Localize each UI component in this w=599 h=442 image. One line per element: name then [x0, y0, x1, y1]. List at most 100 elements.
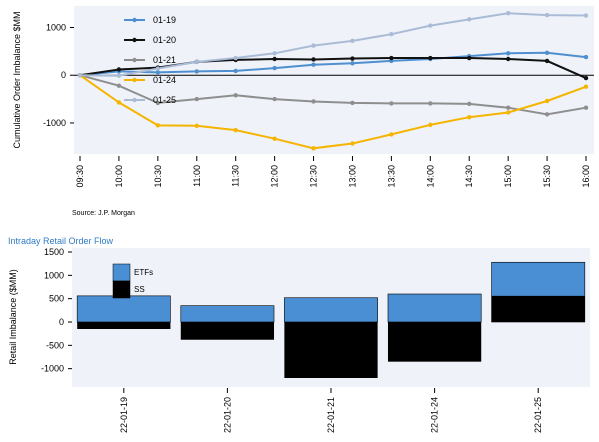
data-point-01-20	[428, 55, 433, 61]
y-axis-label: Cumulative Order Imbalance $MM	[12, 11, 22, 148]
legend-label: 01-20	[153, 35, 176, 45]
y-tick-label: 1000	[44, 270, 64, 280]
data-point-01-21	[311, 99, 316, 104]
data-point-01-25	[311, 43, 316, 48]
data-point-01-21	[583, 105, 589, 110]
x-tick-label: 22-01-25	[533, 397, 543, 433]
legend-marker-01-24	[132, 77, 137, 83]
y-tick-label: 1500	[44, 247, 64, 257]
data-point-01-25	[583, 13, 589, 18]
plot-area	[74, 6, 594, 154]
legend-label: SS	[134, 285, 145, 294]
data-point-01-25	[350, 38, 355, 44]
data-point-01-20	[389, 55, 394, 61]
data-point-01-25	[389, 31, 394, 37]
x-axis: 22-01-19 22-01-20 22-01-21 22-01-24 22-01-25	[119, 388, 543, 433]
data-point-01-25	[116, 73, 122, 78]
data-point-01-19	[505, 51, 511, 56]
data-point-01-24	[272, 136, 277, 141]
series-line-01-21	[79, 74, 587, 116]
data-point-01-24	[311, 146, 316, 151]
y-axis: 1500 1000 500 0 -500 -1000	[41, 247, 72, 374]
x-tick-label: 22-01-24	[430, 397, 440, 433]
data-point-01-24	[505, 110, 511, 115]
data-point-01-21	[467, 101, 472, 107]
legend-label: 01-21	[153, 55, 176, 65]
legend-label: 01-24	[153, 75, 176, 85]
y-tick-label: -1000	[43, 118, 66, 128]
data-point-01-19	[272, 65, 277, 71]
series-markers	[77, 10, 589, 151]
data-point-01-21	[389, 101, 394, 106]
data-point-01-25	[155, 66, 161, 71]
data-point-01-21	[272, 96, 277, 102]
bar-ss-22-01-25	[491, 295, 585, 322]
data-point-01-25	[272, 51, 277, 56]
data-point-01-21	[428, 101, 433, 106]
x-axis: 09:30 10:00 10:30 11:00 11:30 12:00 12:30 13:00…	[75, 156, 591, 188]
data-point-01-24	[350, 141, 355, 146]
x-tick-label: 11:30	[231, 165, 241, 187]
y-tick-label: -500	[46, 340, 64, 350]
x-tick-label: 10:00	[114, 165, 124, 188]
series-line-01-24	[79, 74, 587, 150]
legend: 01-19 01-20 01-21 01-24 01-25	[124, 15, 176, 105]
y-tick-label: 0	[61, 70, 66, 80]
data-point-01-20	[350, 56, 355, 61]
series-line-01-25	[79, 12, 587, 77]
y-axis-label: Retail Imbalance ($MM)	[8, 269, 18, 365]
data-point-01-21	[116, 83, 122, 88]
x-tick-label: 10:30	[153, 165, 163, 188]
x-tick-label: 09:30	[75, 165, 85, 188]
data-point-01-20	[467, 55, 472, 61]
data-point-01-24	[583, 84, 589, 89]
data-point-01-20	[116, 67, 122, 72]
x-tick-label: 22-01-19	[119, 397, 129, 433]
data-point-01-19	[583, 54, 589, 60]
y-tick-label: -1000	[41, 364, 64, 374]
x-tick-label: 22-01-20	[222, 397, 232, 433]
data-point-01-19	[311, 62, 316, 67]
data-point-01-24	[428, 122, 433, 128]
data-point-01-20	[544, 58, 550, 64]
x-tick-label: 13:00	[347, 165, 357, 188]
legend-swatch-SS	[112, 280, 131, 299]
bars	[76, 261, 586, 378]
bar-ss-22-01-19	[77, 322, 171, 329]
legend-swatch-ETFs	[112, 263, 131, 282]
x-tick-label: 14:30	[464, 165, 474, 188]
x-tick-label: 12:00	[270, 165, 280, 188]
data-point-01-25	[505, 10, 511, 16]
legend-label: ETFs	[134, 268, 153, 277]
x-tick-label: 13:30	[386, 165, 396, 188]
y-axis: 1000 0 -1000	[43, 22, 74, 128]
bar-etfs-22-01-21	[284, 297, 378, 323]
data-point-01-25	[233, 55, 238, 61]
data-point-01-21	[350, 100, 355, 106]
data-point-01-19	[350, 61, 355, 66]
x-tick-label: 12:30	[309, 165, 319, 188]
data-point-01-25	[194, 59, 199, 65]
data-point-01-24	[467, 115, 472, 120]
top-strip	[0, 0, 599, 10]
data-point-01-20	[311, 57, 316, 62]
legend-marker-01-25	[132, 97, 137, 103]
data-point-01-24	[233, 127, 238, 133]
x-tick-label: 16:00	[581, 165, 591, 188]
data-point-01-21	[155, 100, 161, 106]
data-point-01-21	[233, 93, 238, 98]
data-point-01-24	[116, 100, 122, 105]
data-point-01-19	[155, 70, 161, 75]
bar-etfs-22-01-24	[387, 293, 482, 323]
data-point-01-24	[194, 123, 199, 129]
legend-label: 01-25	[153, 95, 176, 105]
legend-marker-01-20	[132, 37, 137, 43]
data-point-01-21	[544, 112, 550, 117]
y-tick-label: 1000	[46, 22, 66, 32]
y-tick-label: 500	[49, 294, 64, 304]
y-tick-label: 0	[59, 317, 64, 327]
x-tick-label: 14:00	[425, 165, 435, 188]
bar-etfs-22-01-19	[76, 295, 171, 323]
data-point-01-25	[77, 73, 83, 78]
